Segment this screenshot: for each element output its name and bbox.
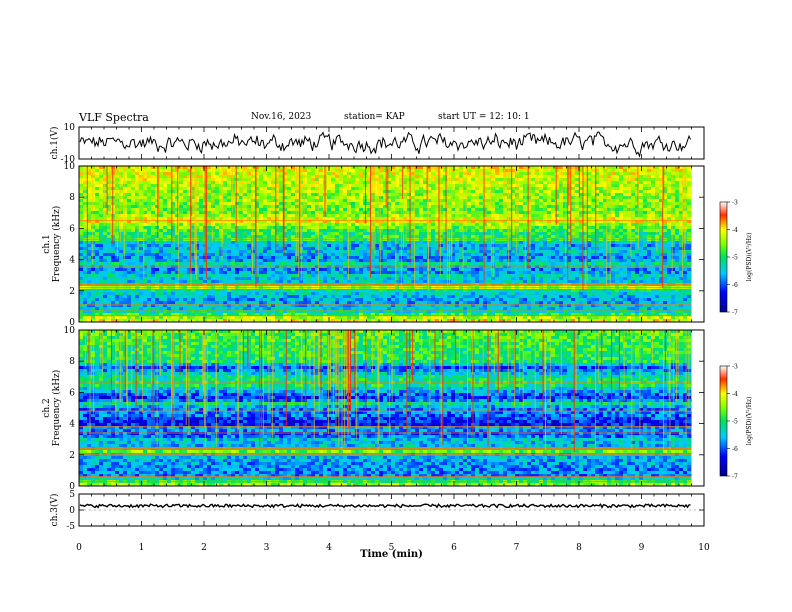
x-tick-label: 4 <box>326 543 332 553</box>
x-tick-label: 6 <box>451 543 457 553</box>
ch1-waveform-line <box>79 131 691 158</box>
colorbar-tick-label: -3 <box>732 200 738 207</box>
date-label: Nov.16, 2023 <box>251 112 312 122</box>
y-tick-label: -5 <box>66 522 75 532</box>
y-axis-label: ch.3(V) <box>49 494 60 527</box>
colorbar-label: log(PSD)(V²/Hz) <box>746 233 753 282</box>
y-tick-label: 0 <box>69 506 75 516</box>
colorbar-tick-label: -4 <box>732 227 738 234</box>
x-tick-label: 10 <box>698 543 710 553</box>
spectrogram-2-sferics <box>84 330 690 453</box>
x-tick-label: 9 <box>639 543 645 553</box>
y-tick-label: 0 <box>69 318 75 328</box>
x-tick-label: 5 <box>389 543 395 553</box>
spectrogram-2-image <box>79 330 692 486</box>
y-tick-label: 2 <box>69 451 75 461</box>
y-tick-label: 4 <box>69 420 75 430</box>
spectrogram-1-sferics <box>81 166 686 291</box>
y-tick-label: 2 <box>69 287 75 297</box>
x-tick-label: 7 <box>514 543 520 553</box>
colorbar-tick-label: -3 <box>732 364 738 371</box>
x-tick-label: 2 <box>201 543 207 553</box>
y-tick-label: 6 <box>69 388 75 398</box>
colorbar-tick-label: -6 <box>732 446 738 453</box>
spectrogram-1-lines <box>79 220 692 317</box>
spectrogram-2-lines <box>79 382 692 482</box>
colorbar-tick-label: -4 <box>732 391 738 398</box>
y-tick-label: -10 <box>61 155 76 165</box>
colorbar-2 <box>719 365 728 477</box>
y-axis-label: ch.2Frequency (kHz) <box>42 370 62 447</box>
y-tick-label: 0 <box>69 482 75 492</box>
y-axis-label: ch.1(V) <box>49 127 60 160</box>
x-tick-label: 1 <box>139 543 145 553</box>
y-tick-label: 10 <box>64 162 76 172</box>
y-tick-label: 10 <box>64 123 76 133</box>
y-tick-label: 10 <box>64 326 76 336</box>
y-tick-label: 4 <box>69 256 75 266</box>
colorbar-tick-label: -6 <box>732 282 738 289</box>
x-tick-label: 3 <box>264 543 270 553</box>
ch3-waveform-line <box>79 503 691 509</box>
colorbar-tick-label: -5 <box>732 419 738 426</box>
colorbar-tick-label: -7 <box>732 310 738 317</box>
colorbar-1 <box>719 201 728 313</box>
y-tick-label: 5 <box>69 490 75 500</box>
colorbar-label: log(PSD)(V²/Hz) <box>746 397 753 446</box>
y-axis-label: ch.1Frequency (kHz) <box>42 206 62 283</box>
spectrogram-1-image <box>79 166 692 322</box>
y-tick-label: 8 <box>69 357 75 367</box>
x-axis-label: Time (min) <box>360 549 423 560</box>
chart-title: VLF Spectra <box>79 111 149 124</box>
x-tick-label: 8 <box>576 543 582 553</box>
start-time-label: start UT = 12: 10: 1 <box>438 112 530 122</box>
y-tick-label: 6 <box>69 224 75 234</box>
colorbar-tick-label: -7 <box>732 474 738 481</box>
colorbar-tick-label: -5 <box>732 255 738 262</box>
x-tick-label: 0 <box>76 543 82 553</box>
y-tick-label: 8 <box>69 193 75 203</box>
station-label: station= KAP <box>344 112 405 122</box>
